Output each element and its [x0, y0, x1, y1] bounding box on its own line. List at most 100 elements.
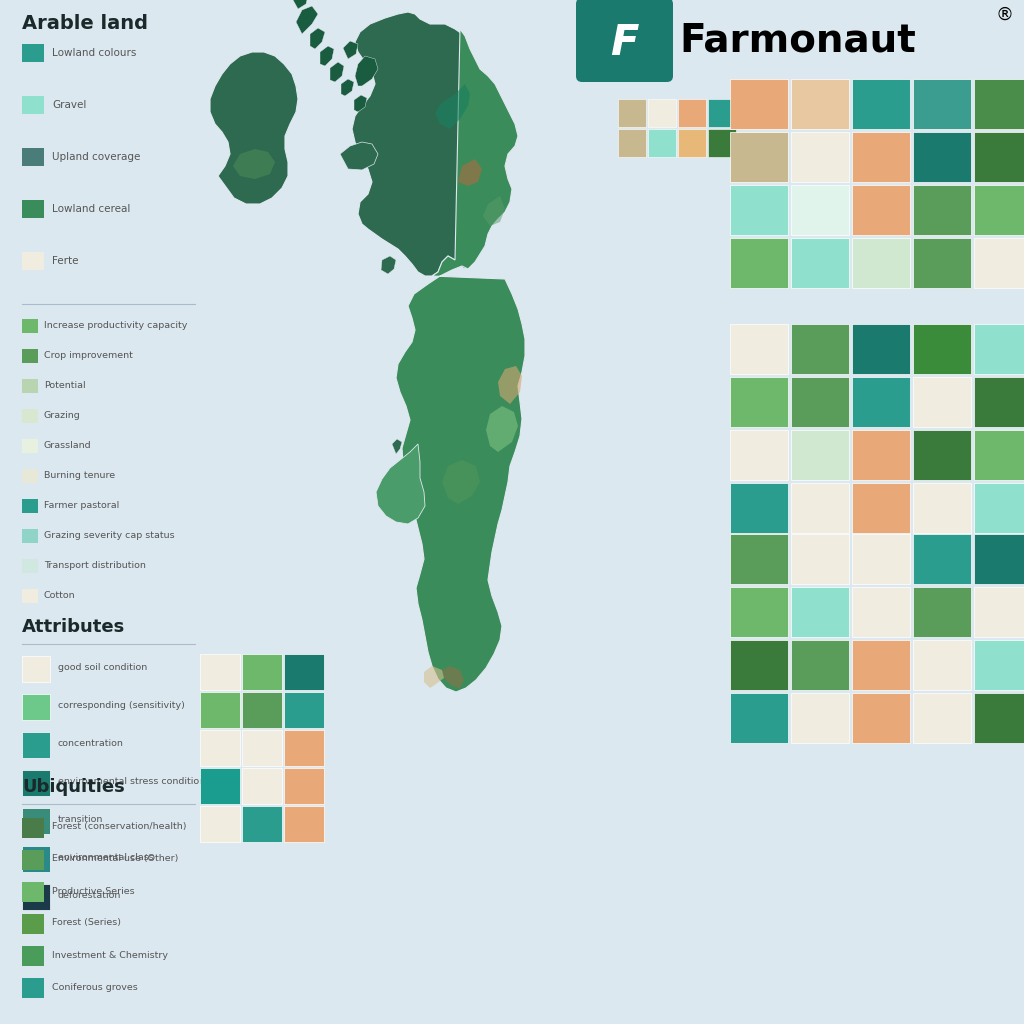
Polygon shape — [376, 444, 425, 524]
Bar — [974, 185, 1024, 234]
Text: Burning tenure: Burning tenure — [44, 471, 115, 480]
Bar — [730, 377, 788, 427]
Bar — [913, 693, 971, 743]
Bar — [913, 640, 971, 690]
Bar — [913, 185, 971, 234]
Bar — [678, 99, 706, 127]
Bar — [22, 559, 38, 573]
Bar — [852, 185, 910, 234]
Bar — [974, 693, 1024, 743]
Bar — [22, 96, 44, 114]
Text: Farmonaut: Farmonaut — [679, 22, 915, 59]
Bar — [791, 534, 849, 584]
Bar — [22, 499, 38, 513]
Bar — [22, 319, 38, 333]
Bar — [852, 238, 910, 288]
Polygon shape — [381, 256, 396, 274]
Polygon shape — [483, 196, 505, 226]
Polygon shape — [319, 46, 334, 66]
Bar — [791, 324, 849, 374]
Bar — [22, 770, 50, 796]
Bar — [852, 640, 910, 690]
Bar — [974, 324, 1024, 374]
Polygon shape — [435, 84, 470, 129]
Polygon shape — [458, 159, 482, 186]
Bar — [730, 693, 788, 743]
Bar — [22, 850, 44, 870]
Polygon shape — [486, 406, 518, 452]
Bar — [852, 587, 910, 637]
Bar — [22, 694, 50, 720]
Text: Environmental use (Other): Environmental use (Other) — [52, 854, 178, 863]
Text: concentration: concentration — [58, 739, 124, 749]
Text: Productive Series: Productive Series — [52, 887, 134, 896]
Bar — [22, 252, 44, 270]
Bar — [200, 730, 240, 766]
Text: ®: ® — [996, 6, 1014, 24]
Bar — [648, 99, 676, 127]
Bar — [22, 818, 44, 838]
Text: Grassland: Grassland — [44, 441, 91, 451]
Text: Upland coverage: Upland coverage — [52, 152, 140, 162]
Bar — [22, 349, 38, 362]
Bar — [730, 324, 788, 374]
Bar — [284, 730, 324, 766]
Bar — [852, 79, 910, 129]
Bar — [913, 79, 971, 129]
Bar — [284, 692, 324, 728]
Bar — [708, 129, 736, 157]
Text: transition: transition — [58, 815, 103, 824]
Text: Grazing: Grazing — [44, 412, 81, 421]
Bar — [730, 185, 788, 234]
Bar — [200, 654, 240, 690]
Bar — [913, 238, 971, 288]
Polygon shape — [343, 41, 358, 59]
Bar — [974, 238, 1024, 288]
Text: Forest (conservation/health): Forest (conservation/health) — [52, 822, 186, 831]
Polygon shape — [340, 142, 378, 170]
Bar — [242, 730, 282, 766]
Text: corresponding (sensitivity): corresponding (sensitivity) — [58, 701, 185, 711]
Bar — [913, 324, 971, 374]
Bar — [852, 132, 910, 182]
Bar — [913, 483, 971, 534]
Bar — [730, 430, 788, 480]
Bar — [284, 768, 324, 804]
Bar — [22, 439, 38, 453]
Bar — [242, 692, 282, 728]
Text: Investment & Chemistry: Investment & Chemistry — [52, 950, 168, 959]
Polygon shape — [442, 666, 464, 688]
Bar — [974, 132, 1024, 182]
Text: environmental class: environmental class — [58, 853, 154, 862]
Text: Arable land: Arable land — [22, 14, 148, 33]
Text: Ubiquities: Ubiquities — [22, 778, 125, 796]
Text: good soil condition: good soil condition — [58, 664, 147, 673]
Bar — [974, 640, 1024, 690]
Text: Lowland cereal: Lowland cereal — [52, 204, 130, 214]
Text: Attributes: Attributes — [22, 618, 125, 636]
Bar — [22, 882, 44, 902]
Bar — [974, 483, 1024, 534]
Bar — [791, 693, 849, 743]
Text: Gravel: Gravel — [52, 100, 86, 110]
Bar — [648, 129, 676, 157]
Bar — [242, 806, 282, 842]
Bar — [730, 483, 788, 534]
Bar — [913, 587, 971, 637]
Bar — [730, 534, 788, 584]
Bar — [852, 377, 910, 427]
Text: Forest (Series): Forest (Series) — [52, 919, 121, 928]
Bar — [22, 469, 38, 483]
Bar — [791, 640, 849, 690]
Polygon shape — [424, 666, 444, 688]
Polygon shape — [310, 28, 325, 49]
Bar — [730, 640, 788, 690]
Bar — [22, 409, 38, 423]
Polygon shape — [498, 366, 522, 404]
Bar — [242, 654, 282, 690]
Text: Coniferous groves: Coniferous groves — [52, 982, 138, 991]
Bar — [974, 587, 1024, 637]
Bar — [974, 534, 1024, 584]
Polygon shape — [296, 6, 318, 34]
Bar — [22, 846, 50, 872]
